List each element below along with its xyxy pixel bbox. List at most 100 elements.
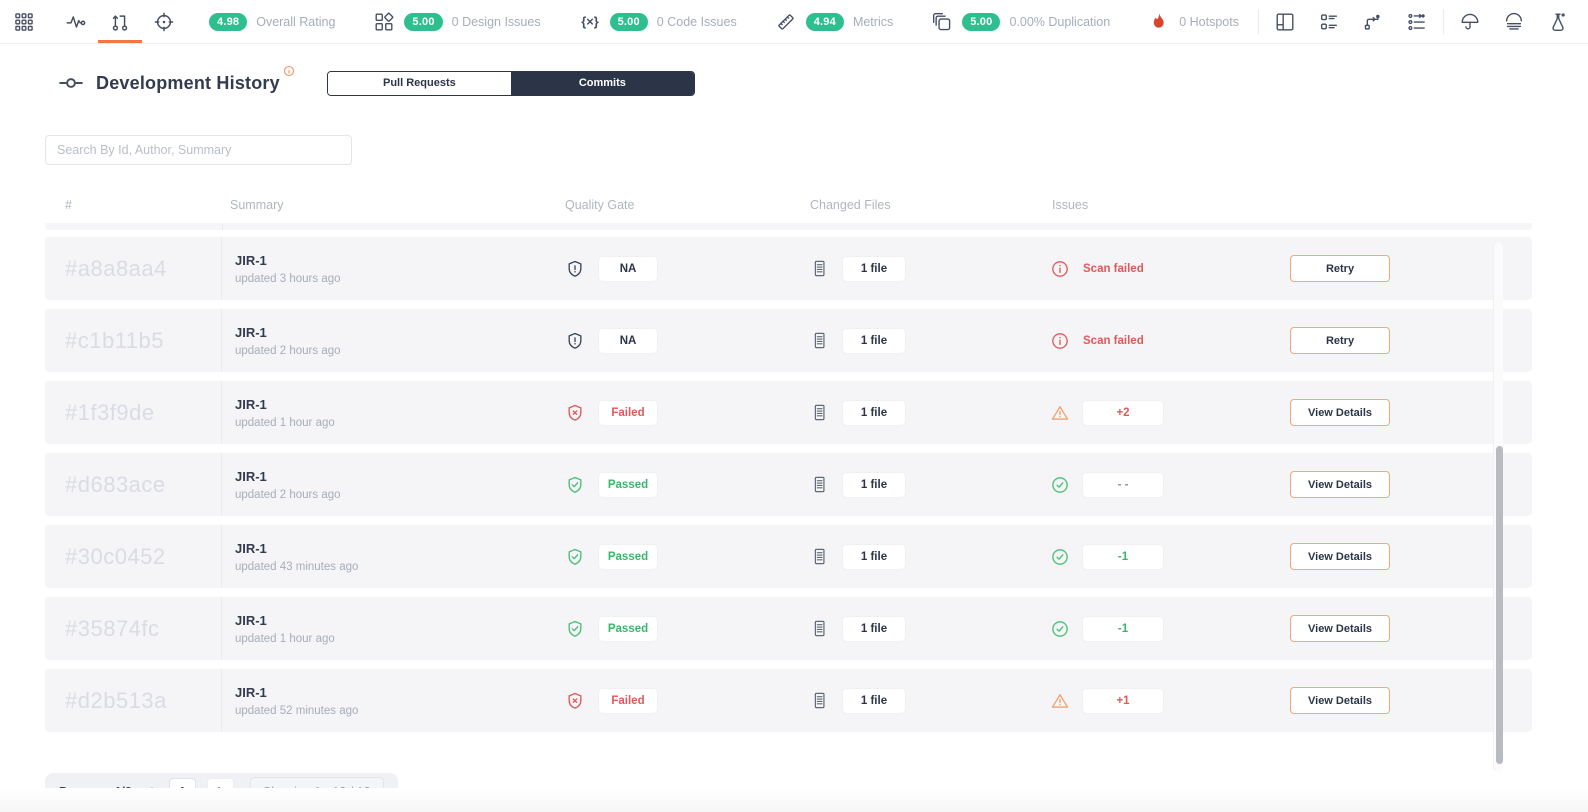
shield-failed-icon: [565, 403, 585, 423]
commit-id: #30c0452: [45, 525, 222, 588]
retry-button[interactable]: Retry: [1290, 255, 1390, 282]
code-issues-metric[interactable]: 5.00 0 Code Issues: [564, 0, 752, 43]
view-details-button[interactable]: View Details: [1290, 471, 1390, 498]
scan-failed-label: Scan failed: [1083, 334, 1144, 347]
commit-summary[interactable]: JIR-1: [235, 540, 267, 556]
search-input[interactable]: [45, 135, 352, 165]
development-history-icon: [109, 11, 131, 33]
view-details-button[interactable]: View Details: [1290, 543, 1390, 570]
experiments-button[interactable]: [1536, 0, 1580, 43]
changed-files-badge[interactable]: 1 file: [843, 256, 905, 281]
scrollbar-thumb[interactable]: [1495, 446, 1503, 764]
commit-summary[interactable]: JIR-1: [235, 612, 267, 628]
issues-cell: -1: [1050, 544, 1290, 569]
metrics-metric[interactable]: 4.94 Metrics: [760, 0, 909, 43]
commit-summary[interactable]: JIR-1: [235, 252, 267, 268]
tab-development-history[interactable]: [98, 0, 142, 43]
action-cell: View Details: [1290, 615, 1532, 642]
action-cell: View Details: [1290, 687, 1532, 714]
changed-files-cell: 1 file: [810, 544, 1050, 569]
changed-files-badge[interactable]: 1 file: [843, 400, 905, 425]
top-toolbar: 4.98 Overall Rating 5.00 0 Design Issues…: [0, 0, 1588, 44]
info-icon[interactable]: [283, 65, 295, 77]
ordered-list-icon: [1406, 11, 1428, 33]
issues-delta-badge: +2: [1083, 400, 1163, 425]
commit-summary[interactable]: JIR-1: [235, 324, 267, 340]
kanban-button[interactable]: [1263, 0, 1307, 43]
commit-summary[interactable]: JIR-1: [235, 396, 267, 412]
changed-files-cell: 1 file: [810, 256, 1050, 281]
kanban-icon: [1274, 11, 1296, 33]
commit-summary[interactable]: JIR-1: [235, 684, 267, 700]
file-icon: [810, 259, 829, 278]
retry-button[interactable]: Retry: [1290, 327, 1390, 354]
commit-updated: updated 2 hours ago: [235, 488, 341, 501]
table-row: #1f3f9de JIR-1 updated 1 hour ago Failed…: [45, 381, 1532, 444]
view-details-button[interactable]: View Details: [1290, 615, 1390, 642]
commit-updated: updated 52 minutes ago: [235, 704, 359, 717]
design-issues-metric[interactable]: 5.00 0 Design Issues: [358, 0, 555, 43]
column-header-changed-files: Changed Files: [810, 198, 891, 212]
changed-files-badge[interactable]: 1 file: [843, 544, 905, 569]
tests-button[interactable]: 0: [1580, 0, 1588, 43]
changed-files-badge[interactable]: 1 file: [843, 328, 905, 353]
commit-id: #d2b513a: [45, 669, 222, 732]
quality-gate-cell: NA: [565, 328, 810, 353]
checklist-button[interactable]: [1307, 0, 1351, 43]
duplication-metric[interactable]: 5.00 0.00% Duplication: [916, 0, 1125, 43]
changed-files-badge[interactable]: 1 file: [843, 688, 905, 713]
commit-updated: updated 1 hour ago: [235, 416, 335, 429]
file-icon: [810, 403, 829, 422]
commit-icon: [58, 70, 84, 96]
commit-summary[interactable]: JIR-1: [235, 468, 267, 484]
shield-failed-icon: [565, 691, 585, 711]
tab-pull-requests[interactable]: Pull Requests: [327, 71, 511, 95]
shield-passed-icon: [565, 547, 585, 567]
changed-files-badge[interactable]: 1 file: [843, 472, 905, 497]
metric-label: 0 Code Issues: [656, 14, 737, 29]
table-row: #30c0452 JIR-1 updated 43 minutes ago Pa…: [45, 525, 1532, 588]
column-header-quality-gate: Quality Gate: [565, 198, 635, 212]
issues-cell: Scan failed: [1050, 259, 1290, 279]
activity-icon: [65, 11, 87, 33]
tab-activity[interactable]: [54, 0, 98, 43]
changed-files-badge[interactable]: 1 file: [843, 616, 905, 641]
umbrella-button[interactable]: [1448, 0, 1492, 43]
action-cell: View Details: [1290, 471, 1532, 498]
flow-button[interactable]: [1351, 0, 1395, 43]
commit-id: #35874fc: [45, 597, 222, 660]
release-button[interactable]: [1492, 0, 1536, 43]
toolbar-divider: [1442, 9, 1444, 34]
table-row: #d683ace JIR-1 updated 2 hours ago Passe…: [45, 453, 1532, 516]
quality-gate-badge: NA: [599, 328, 657, 353]
error-circle-icon: [1050, 259, 1070, 279]
flow-icon: [1362, 11, 1384, 33]
issues-cell: - -: [1050, 472, 1290, 497]
issues-delta-badge: -1: [1083, 616, 1163, 641]
rating-badge: 4.94: [805, 12, 844, 31]
toolbar-divider: [1257, 9, 1259, 34]
quality-gate-badge: Passed: [599, 472, 657, 497]
development-history-page: Development History Pull Requests Commit…: [0, 68, 1588, 812]
tab-scope[interactable]: [142, 0, 186, 43]
quality-gate-cell: Failed: [565, 688, 810, 713]
apps-menu-button[interactable]: [2, 0, 46, 43]
view-details-button[interactable]: View Details: [1290, 687, 1390, 714]
commit-updated: updated 1 hour ago: [235, 632, 335, 645]
overall-rating-metric[interactable]: 4.98 Overall Rating: [194, 0, 350, 43]
rating-badge: 4.98: [209, 12, 248, 31]
vertical-scrollbar[interactable]: [1493, 242, 1503, 772]
quality-gate-cell: Failed: [565, 400, 810, 425]
table-row: #d2b513a JIR-1 updated 52 minutes ago Fa…: [45, 669, 1532, 732]
table-row: #35874fc JIR-1 updated 1 hour ago Passed…: [45, 597, 1532, 660]
shield-alert-icon: [565, 259, 585, 279]
tab-commits[interactable]: Commits: [510, 71, 694, 95]
hotspots-metric[interactable]: 0 Hotspots: [1133, 0, 1254, 43]
check-circle-icon: [1050, 547, 1070, 567]
view-details-button[interactable]: View Details: [1290, 399, 1390, 426]
page-header: Development History Pull Requests Commit…: [58, 68, 1588, 98]
flask-icon: [1547, 11, 1569, 33]
ordered-list-button[interactable]: [1395, 0, 1439, 43]
error-circle-icon: [1050, 331, 1070, 351]
apps-grid-icon: [13, 11, 35, 33]
